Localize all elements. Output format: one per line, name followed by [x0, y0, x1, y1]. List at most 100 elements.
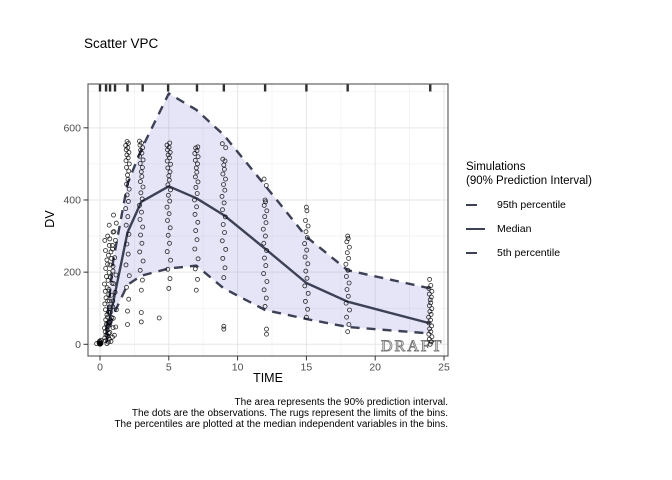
observation-point [262, 197, 268, 203]
observation-point [219, 141, 225, 147]
observation-point [106, 292, 112, 297]
observation-point [195, 219, 201, 225]
observation-point [164, 158, 170, 164]
observation-point [108, 292, 114, 298]
observation-point [192, 266, 198, 272]
observation-point [264, 331, 269, 337]
observation-point [104, 257, 110, 263]
legend-item-median: Median [466, 221, 592, 237]
observation-point [345, 293, 351, 299]
observation-point [166, 285, 172, 291]
observation-point [346, 244, 352, 250]
observation-point [103, 295, 109, 301]
observation-point [94, 341, 100, 347]
x-tick-label: 20 [369, 362, 381, 374]
observation-point [223, 145, 229, 151]
observation-point [192, 157, 198, 163]
caption-line3: The percentiles are plotted at the media… [114, 419, 448, 431]
observation-point [123, 206, 129, 212]
observation-point [427, 276, 433, 282]
observation-point [195, 154, 201, 160]
observation-point [343, 261, 349, 267]
caption: The area represents the 90% prediction i… [114, 397, 448, 431]
caption-line1: The area represents the 90% prediction i… [234, 397, 448, 408]
observation-point [344, 250, 350, 256]
observation-point [140, 258, 146, 264]
observation-point [343, 274, 349, 279]
observation-point [304, 275, 310, 281]
observation-point [108, 274, 114, 280]
observation-point [139, 196, 145, 202]
observation-point [103, 248, 108, 253]
observation-point [344, 314, 350, 320]
observation-point [343, 300, 349, 306]
observation-point [102, 301, 108, 307]
observation-point [125, 155, 131, 161]
observation-point [194, 237, 200, 243]
observation-point [220, 156, 226, 162]
prediction-interval-ribbon [106, 93, 431, 343]
observation-point [167, 149, 173, 155]
observation-point [113, 272, 119, 278]
observation-point [138, 190, 144, 196]
observation-point [103, 307, 108, 313]
observation-point [165, 218, 170, 223]
dashed-line-key-icon [466, 204, 486, 206]
observation-point [260, 226, 266, 232]
observation-point [261, 271, 267, 277]
observation-point [126, 231, 132, 237]
legend-item-label: 95th percentile [497, 199, 566, 211]
observation-point [109, 255, 115, 261]
observation-point [103, 266, 109, 271]
y-tick-label: 0 [75, 339, 81, 351]
observation-point [168, 161, 174, 167]
observation-point [429, 288, 435, 294]
observation-point [111, 212, 116, 218]
observation-point [263, 220, 269, 226]
observation-point [426, 291, 432, 297]
observation-point [221, 323, 227, 329]
observation-point [111, 332, 117, 338]
observation-point [302, 241, 308, 247]
observation-point [167, 155, 172, 161]
observation-point [261, 287, 267, 293]
observation-point [165, 165, 171, 171]
observation-point [139, 150, 145, 156]
observation-point [167, 240, 172, 246]
observation-point [346, 280, 352, 286]
observation-point [126, 273, 132, 279]
observation-point [123, 222, 129, 228]
observation-point [104, 312, 110, 318]
observation-point [262, 214, 268, 220]
observation-point [219, 193, 225, 199]
plot-title: Scatter VPC [84, 36, 159, 51]
observation-point [107, 298, 112, 304]
observation-point [138, 310, 144, 315]
observation-point [110, 246, 115, 252]
observation-point [124, 284, 129, 290]
observation-point [113, 307, 119, 313]
observation-point [346, 255, 352, 261]
observation-point [126, 149, 132, 155]
line-95th-percentile [104, 92, 431, 331]
observation-point [264, 208, 270, 214]
observation-point [112, 237, 118, 243]
observation-point [195, 276, 200, 282]
legend-title: Simulations (90% Prediction Interval) [466, 160, 592, 188]
observation-point [261, 176, 267, 182]
observation-point [138, 287, 144, 293]
observation-point [222, 265, 228, 271]
observation-point [167, 169, 173, 175]
observation-point [124, 192, 130, 198]
observation-point [102, 281, 107, 287]
observation-point [428, 329, 434, 335]
observation-point [262, 255, 267, 261]
observation-point [263, 183, 269, 188]
observation-point [428, 311, 434, 317]
caption-line2: The dots are the observations. The rugs … [131, 408, 448, 420]
observation-point [302, 254, 308, 260]
observation-point [192, 197, 197, 203]
observation-point [124, 139, 130, 144]
observation-point [221, 275, 227, 281]
